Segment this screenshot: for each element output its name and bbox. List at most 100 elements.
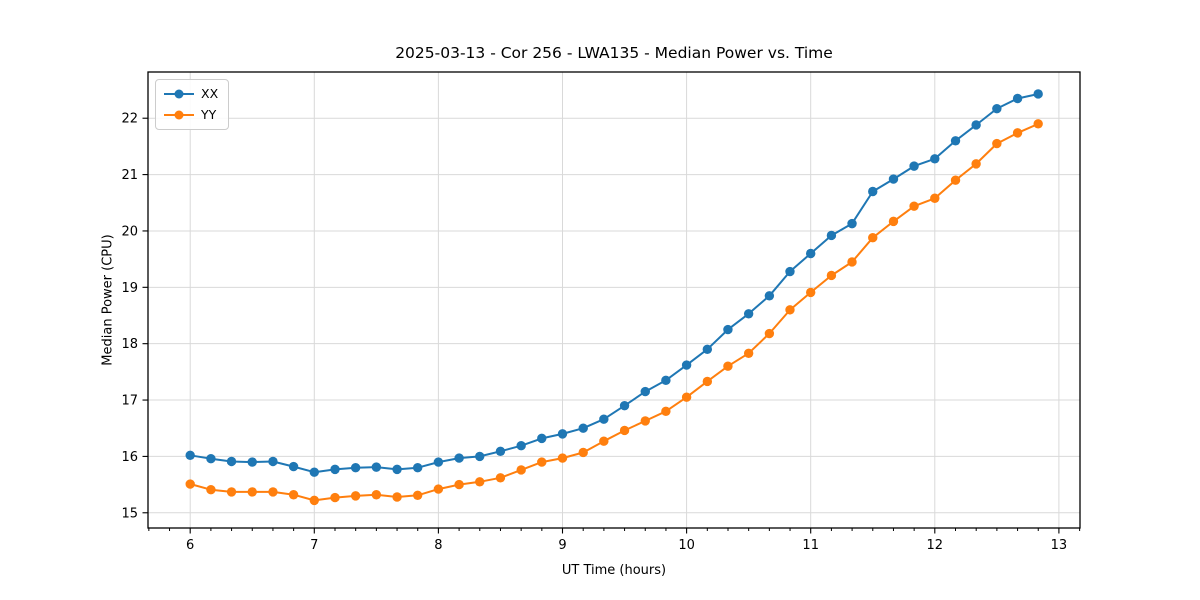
data-point-xx — [971, 120, 981, 130]
data-point-xx — [516, 441, 526, 451]
data-point-yy — [412, 490, 423, 501]
legend-label-xx: XX — [201, 85, 219, 101]
x-tick-label: 13 — [1051, 538, 1068, 553]
data-point-yy — [475, 477, 485, 487]
data-point-xx — [247, 457, 257, 467]
data-point-yy — [537, 457, 547, 467]
axes-border — [147, 71, 1081, 529]
data-point-xx — [723, 324, 733, 335]
data-point-xx — [661, 375, 671, 386]
data-point-xx — [1012, 93, 1023, 104]
data-point-xx — [578, 423, 588, 433]
data-point-yy — [268, 487, 278, 497]
data-point-yy — [847, 257, 857, 267]
legend-item-xx: XX — [164, 85, 218, 103]
data-point-xx — [350, 462, 361, 473]
chart-title: 2025-03-13 - Cor 256 - LWA135 - Median P… — [395, 44, 833, 62]
x-tick-label: 7 — [310, 538, 318, 553]
y-tick-label: 20 — [121, 224, 138, 239]
data-point-yy — [826, 270, 837, 281]
series-line-xx — [190, 93, 1039, 474]
x-tick-label: 11 — [802, 538, 819, 553]
x-axis-label: UT Time (hours) — [561, 563, 667, 578]
data-point-yy — [888, 216, 899, 227]
x-tick-label: 10 — [678, 538, 695, 553]
data-point-xx — [537, 433, 547, 444]
data-point-xx — [785, 266, 795, 277]
data-point-xx — [764, 291, 775, 301]
data-point-yy — [557, 453, 568, 463]
data-point-yy — [971, 159, 981, 169]
data-point-xx — [599, 414, 609, 424]
data-point-yy — [433, 484, 444, 494]
data-point-xx — [909, 161, 919, 171]
y-tick-label: 19 — [121, 281, 138, 296]
data-point-yy — [992, 138, 1002, 149]
data-point-xx — [330, 464, 340, 475]
x-tick-label: 8 — [434, 538, 442, 553]
data-point-xx — [288, 461, 299, 472]
data-point-xx — [475, 451, 485, 462]
data-point-xx — [371, 462, 382, 472]
data-point-yy — [454, 479, 464, 490]
x-tick-label: 6 — [186, 538, 194, 553]
data-point-yy — [619, 425, 630, 436]
data-point-yy — [868, 233, 878, 243]
data-point-yy — [723, 361, 733, 371]
data-point-yy — [516, 465, 526, 475]
legend-item-yy: YY — [164, 106, 218, 124]
data-point-yy — [661, 406, 671, 417]
data-point-yy — [247, 487, 257, 497]
data-point-yy — [930, 193, 940, 203]
data-point-xx — [1033, 89, 1043, 99]
data-point-xx — [702, 344, 713, 355]
data-point-xx — [495, 446, 506, 457]
data-point-xx — [681, 360, 692, 370]
data-point-xx — [888, 174, 899, 184]
data-point-xx — [847, 218, 857, 229]
y-tick-label: 18 — [121, 337, 138, 352]
y-tick-label: 15 — [121, 506, 138, 521]
y-tick-label: 21 — [121, 168, 138, 183]
data-point-yy — [743, 348, 754, 358]
data-point-yy — [330, 492, 340, 503]
data-point-xx — [392, 464, 402, 475]
data-point-xx — [433, 457, 444, 467]
y-axis-label: Median Power (CPU) — [100, 234, 116, 366]
data-point-yy — [578, 447, 588, 458]
data-point-xx — [309, 467, 319, 477]
x-tick-label: 9 — [558, 538, 566, 553]
y-tick-label: 22 — [121, 112, 138, 127]
data-point-xx — [454, 453, 464, 463]
data-point-yy — [185, 479, 195, 489]
data-point-yy — [288, 490, 299, 500]
data-point-yy — [371, 490, 382, 500]
data-point-xx — [930, 154, 940, 164]
y-tick-label: 16 — [121, 450, 138, 465]
x-tick-label: 12 — [927, 538, 944, 553]
data-point-xx — [206, 453, 216, 464]
data-point-yy — [1012, 128, 1023, 138]
data-point-xx — [806, 248, 816, 259]
data-point-yy — [599, 436, 609, 446]
data-point-yy — [640, 416, 650, 426]
data-point-yy — [909, 201, 919, 211]
data-point-xx — [992, 103, 1002, 114]
y-tick-label: 17 — [121, 394, 138, 409]
data-point-xx — [185, 450, 195, 460]
data-point-xx — [743, 309, 754, 319]
data-point-xx — [412, 462, 423, 473]
legend-label-yy: YY — [201, 106, 217, 122]
data-point-xx — [868, 186, 878, 197]
data-point-yy — [764, 328, 775, 339]
data-point-xx — [557, 429, 568, 439]
data-point-xx — [826, 230, 837, 241]
data-point-xx — [268, 456, 278, 467]
data-point-yy — [1033, 119, 1043, 129]
legend: XX YY — [155, 79, 230, 130]
data-point-xx — [226, 456, 237, 467]
data-point-yy — [226, 487, 237, 497]
data-point-yy — [309, 495, 319, 506]
data-point-xx — [619, 400, 630, 411]
